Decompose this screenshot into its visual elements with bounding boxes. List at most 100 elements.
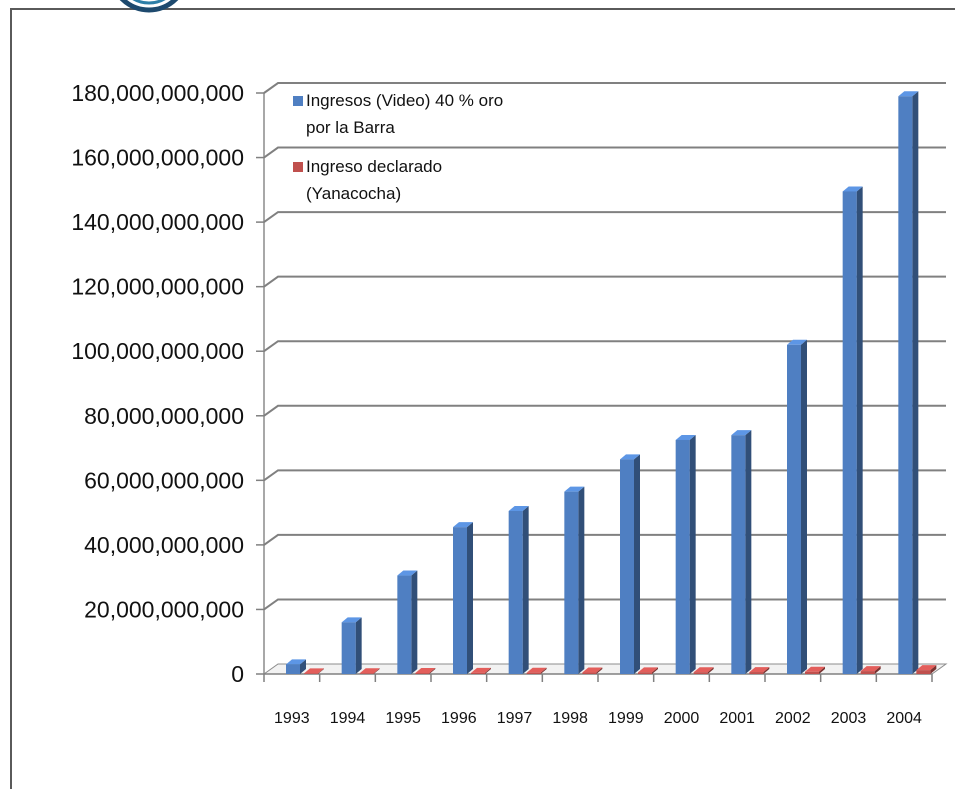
bar-top	[620, 454, 640, 460]
x-tick-label: 1995	[385, 710, 421, 727]
bar-top	[359, 668, 380, 674]
bar-front	[582, 672, 597, 674]
bar-top	[916, 665, 937, 671]
bar-ingresos-video	[898, 91, 919, 674]
bar-side	[318, 668, 324, 674]
bar-side	[689, 434, 696, 674]
y-tick-label: 60,000,000,000	[84, 467, 244, 493]
bar-top	[842, 186, 863, 192]
bar-front	[415, 673, 430, 674]
x-axis: 1993 1994 1995 1996 1997 1998 1999 2000 2001 2002…	[263, 673, 933, 727]
legend-item: Ingreso declarado (Yanacocha)	[293, 157, 442, 203]
y-tick-label: 0	[231, 661, 244, 687]
bar-ingresos-video	[675, 434, 696, 674]
bar-side	[652, 667, 658, 674]
bar-front	[304, 673, 318, 674]
bar-top	[564, 486, 585, 492]
bar-ingreso-declarado	[638, 667, 658, 674]
bar-front	[341, 622, 356, 674]
bar-side	[522, 505, 529, 674]
bar-ingresos-video	[731, 430, 752, 674]
bar-top	[471, 667, 491, 673]
bar-top	[898, 91, 919, 97]
bar-side	[596, 667, 603, 674]
bar-top	[675, 434, 696, 440]
bar-side	[707, 667, 714, 674]
bar-front	[620, 459, 634, 674]
grid-line	[263, 598, 946, 611]
x-tick-label: 1998	[552, 710, 588, 727]
legend-label: por la Barra	[306, 118, 395, 137]
grid-line	[263, 469, 946, 482]
bar-top	[526, 667, 547, 673]
bar-ingreso-declarado	[526, 667, 547, 674]
bars	[286, 91, 937, 675]
bar-ingreso-declarado	[359, 668, 380, 674]
bar-side	[540, 667, 547, 674]
bar-ingreso-declarado	[304, 668, 324, 674]
bar-side	[763, 667, 770, 674]
bar-ingreso-declarado	[860, 666, 881, 674]
grid-line	[263, 82, 946, 94]
bar-ingresos-video	[397, 570, 418, 674]
bar-ingresos-video	[341, 617, 362, 674]
bar-top	[453, 522, 473, 528]
bar-side	[429, 668, 436, 674]
bar-top	[304, 668, 324, 674]
bar-side	[467, 522, 473, 674]
bar-front	[842, 191, 857, 675]
x-tick-label: 2003	[831, 710, 867, 727]
bar-side	[355, 617, 362, 674]
bar-ingreso-declarado	[471, 667, 491, 674]
bar-ingreso-declarado	[916, 665, 937, 674]
y-tick-label: 100,000,000,000	[71, 338, 244, 364]
grid-line	[263, 146, 946, 159]
x-tick-label: 2001	[719, 710, 755, 727]
y-tick-label: 120,000,000,000	[71, 274, 244, 300]
bar-front	[359, 673, 374, 674]
bar-top	[787, 339, 807, 345]
bar-ingreso-declarado	[415, 668, 436, 674]
bar-front	[675, 439, 690, 674]
bar-ingresos-video	[453, 522, 473, 674]
bar-front	[286, 664, 300, 674]
bar-top	[693, 667, 714, 673]
bar-side	[411, 570, 418, 674]
bar-side	[373, 668, 380, 674]
bar-front	[898, 96, 913, 674]
bar-ingresos-video	[564, 486, 585, 674]
legend-swatch	[293, 162, 303, 172]
bar-top	[805, 666, 825, 672]
bar-ingreso-declarado	[693, 667, 714, 674]
bar-side	[912, 91, 919, 674]
bar-side	[300, 659, 306, 674]
legend-swatch	[293, 96, 303, 106]
bar-front	[731, 435, 746, 674]
bar-ingresos-video	[508, 505, 529, 674]
bar-top	[286, 659, 306, 665]
bar-front	[471, 672, 485, 674]
bar-top	[341, 617, 362, 623]
grid-line	[263, 404, 946, 417]
y-tick-label: 160,000,000,000	[71, 145, 244, 171]
bar-side	[634, 454, 640, 674]
bar-side	[819, 666, 825, 674]
x-tick-label: 2002	[775, 710, 811, 727]
x-tick-label: 1994	[330, 710, 366, 727]
x-tick-label: 1997	[497, 710, 533, 727]
bar-ingresos-video	[286, 659, 306, 674]
y-tick-label: 20,000,000,000	[84, 596, 244, 622]
bar-top	[397, 570, 418, 576]
grid-line	[263, 211, 946, 223]
bar-side	[801, 339, 807, 674]
bar-ingreso-declarado	[749, 667, 770, 674]
y-tick-label: 180,000,000,000	[71, 80, 244, 106]
bar-top	[508, 505, 529, 511]
y-tick-label: 40,000,000,000	[84, 532, 244, 558]
x-tick-label: 2004	[886, 710, 922, 727]
bar-front	[564, 491, 579, 674]
legend-label: (Yanacocha)	[306, 184, 401, 203]
grid-lines	[263, 82, 946, 611]
bar-front	[749, 672, 764, 674]
